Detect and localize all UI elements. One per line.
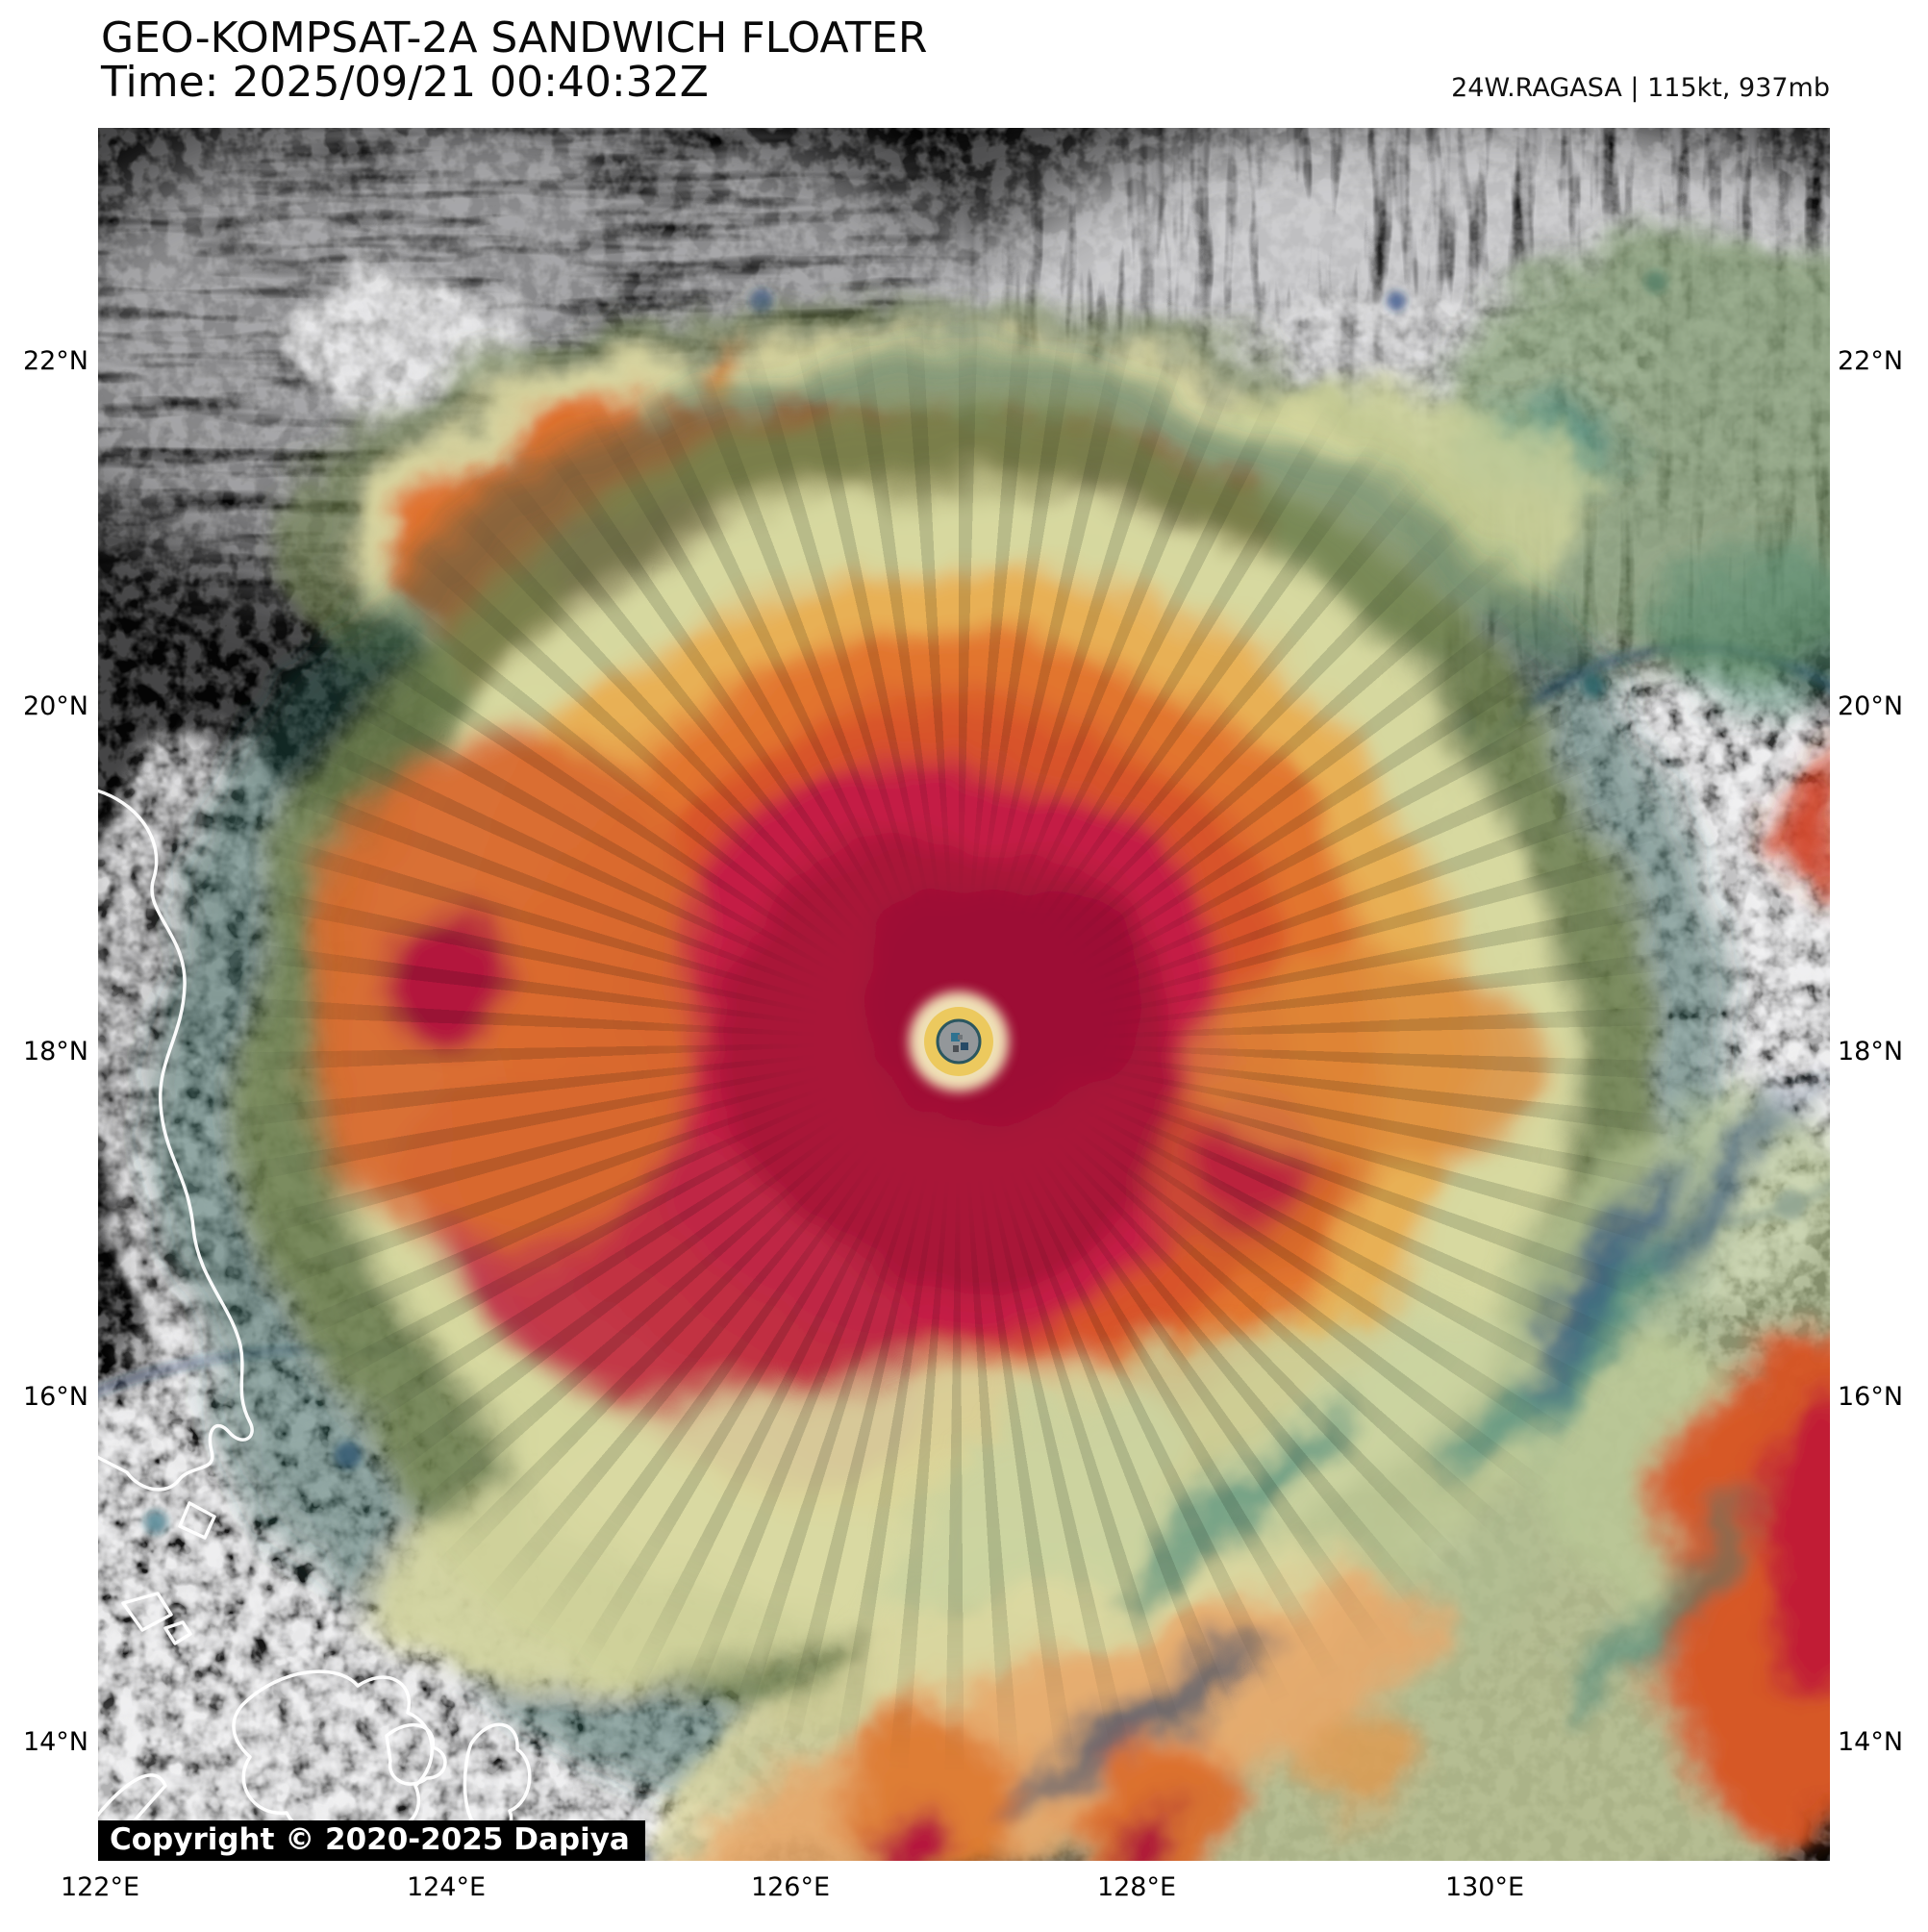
lat-label-right-22n: 22°N — [1838, 346, 1904, 376]
copyright-label: Copyright © 2020-2025 Dapiya — [98, 1820, 645, 1861]
lat-label-left-14n: 14°N — [22, 1727, 88, 1757]
southeast-cloud-shield — [662, 756, 1830, 1861]
lat-label-right-18n: 18°N — [1838, 1037, 1904, 1066]
lat-label-right-20n: 20°N — [1838, 691, 1904, 721]
lat-label-left-20n: 20°N — [22, 691, 88, 721]
storm-info-label: 24W.RAGASA | 115kt, 937mb — [1451, 73, 1830, 103]
lon-label-126e: 126°E — [750, 1872, 831, 1902]
island-outline — [163, 1620, 192, 1645]
lat-label-right-14n: 14°N — [1838, 1727, 1904, 1757]
satellite-map-panel: Copyright © 2020-2025 Dapiya — [98, 128, 1830, 1861]
lat-label-left-22n: 22°N — [22, 346, 88, 376]
island-outline — [178, 1501, 216, 1540]
island-outline — [385, 1722, 447, 1786]
lon-label-122e: 122°E — [60, 1872, 140, 1902]
typhoon-eye — [909, 991, 1009, 1091]
island-outline — [232, 1669, 434, 1841]
island-outline — [121, 1592, 173, 1632]
lon-label-128e: 128°E — [1096, 1872, 1177, 1902]
page-title: GEO-KOMPSAT-2A SANDWICH FLOATER — [101, 13, 928, 63]
lat-label-left-18n: 18°N — [22, 1037, 88, 1066]
lon-label-124e: 124°E — [406, 1872, 487, 1902]
luzon-coastline — [98, 789, 254, 1492]
satellite-image — [98, 128, 1830, 1861]
lat-label-right-16n: 16°N — [1838, 1382, 1904, 1412]
timestamp-label: Time: 2025/09/21 00:40:32Z — [101, 58, 709, 107]
lat-label-left-16n: 16°N — [22, 1382, 88, 1412]
island-outline — [463, 1722, 532, 1839]
lon-label-130e: 130°E — [1444, 1872, 1525, 1902]
